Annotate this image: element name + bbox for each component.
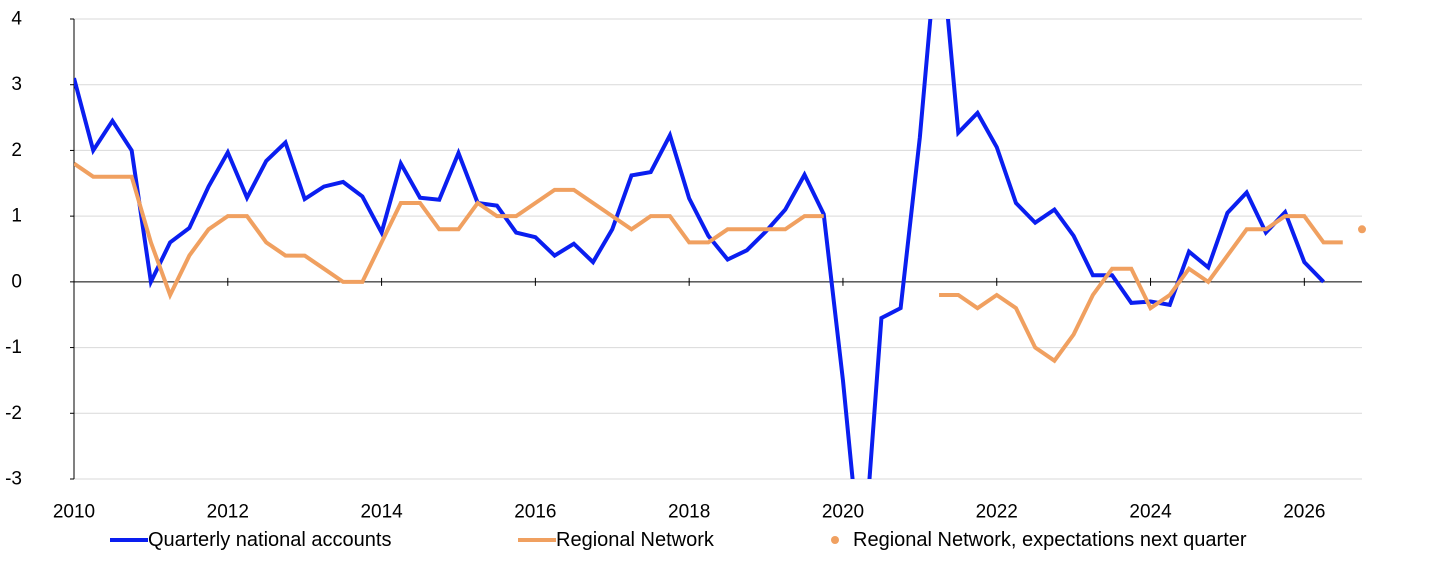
y-axis-tick-labels: 4 3 2 1 0 -1 -2 -3: [5, 9, 22, 490]
y-tick-label: 1: [11, 206, 22, 227]
y-tick-label: -3: [5, 469, 22, 490]
legend-label: Regional Network, expectations next quar…: [853, 529, 1247, 551]
legend-label: Quarterly national accounts: [148, 529, 391, 551]
y-tick-label: 4: [11, 9, 22, 30]
x-tick-label: 2010: [53, 502, 95, 523]
x-axis-tick-labels: 2010 2012 2014 2016 2018 2020 2022 2024 2026: [53, 502, 1326, 523]
y-tick-label: 3: [11, 74, 22, 95]
series-point-regional-network-expectations-next-quarter: [1358, 225, 1366, 234]
x-tick-label: 2020: [822, 502, 864, 523]
x-tick-label: 2012: [207, 502, 249, 523]
series-line-quarterly-national-accounts: [74, 19, 1325, 479]
series-line-regional-network-segment-2: [939, 214, 1343, 364]
series-layer: [74, 19, 1343, 479]
y-tick-label: 2: [11, 140, 22, 161]
x-tick-label: 2014: [360, 502, 403, 523]
x-tick-label: 2022: [976, 502, 1018, 523]
gridlines: [70, 18, 1362, 480]
x-tick-label: 2026: [1283, 502, 1325, 523]
y-tick-label: -1: [5, 337, 22, 358]
y-tick-label: 0: [11, 271, 22, 292]
series-line-regional-network-segment-1: [74, 161, 824, 301]
legend: Quarterly national accounts Regional Netw…: [110, 529, 1247, 551]
legend-label: Regional Network: [556, 529, 715, 551]
x-tick-label: 2016: [514, 502, 556, 523]
x-tick-label: 2024: [1129, 502, 1172, 523]
x-tick-label: 2018: [668, 502, 710, 523]
legend-swatch-dot: [831, 536, 839, 544]
y-tick-label: -2: [5, 403, 22, 424]
